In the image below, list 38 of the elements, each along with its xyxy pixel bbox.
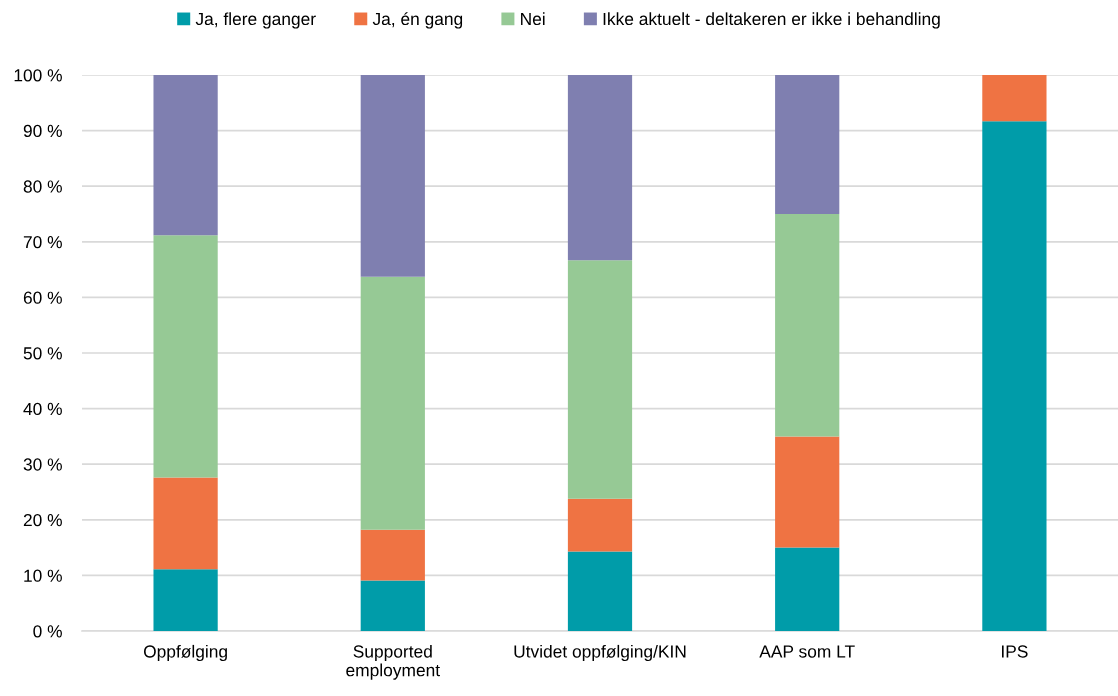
- x-tick-label: AAP som LT: [759, 645, 855, 658]
- legend-label: Ja, én gang: [372, 12, 463, 29]
- y-tick-label: 70 %: [23, 235, 62, 249]
- bar: [153, 569, 218, 631]
- bar: [982, 121, 1047, 631]
- y-tick-label: 60 %: [23, 291, 62, 304]
- y-tick-label: 0 %: [33, 625, 62, 638]
- x-tick-label: Oppfølging: [143, 644, 227, 662]
- bar: [567, 260, 633, 499]
- bar: [775, 75, 840, 214]
- bar: [153, 477, 218, 570]
- y-tick-label: 80 %: [23, 180, 62, 193]
- y-tick-label: 10 %: [24, 569, 62, 582]
- x-tick-label: Supported employment: [346, 644, 440, 680]
- y-tick-label: 100 %: [14, 69, 62, 82]
- y-tick-label: 30 %: [23, 458, 62, 471]
- bar: [567, 498, 633, 552]
- bar: [360, 276, 425, 530]
- bar: [360, 580, 425, 631]
- legend-label: Ikke aktuelt - deltakeren er ikke i behandling: [603, 12, 940, 29]
- bar: [775, 436, 840, 548]
- x-tick-label: IPS: [1002, 645, 1028, 658]
- y-tick-label: 90 %: [23, 124, 62, 138]
- bar: [567, 551, 633, 631]
- y-tick-label: 40 %: [23, 402, 62, 416]
- bar: [360, 75, 425, 277]
- bar: [153, 235, 218, 478]
- bar: [775, 547, 840, 631]
- x-tick-label: Utvidet oppfølging/KIN: [514, 644, 686, 662]
- legend-label: Nei: [521, 12, 545, 26]
- bar: [153, 75, 218, 236]
- bar: [775, 214, 840, 437]
- y-tick-label: 20 %: [23, 513, 62, 527]
- y-tick-label: 50 %: [23, 347, 62, 360]
- bar: [567, 75, 633, 261]
- bar: [360, 529, 425, 581]
- bar: [982, 75, 1047, 122]
- legend-label: Ja, flere ganger: [195, 12, 316, 29]
